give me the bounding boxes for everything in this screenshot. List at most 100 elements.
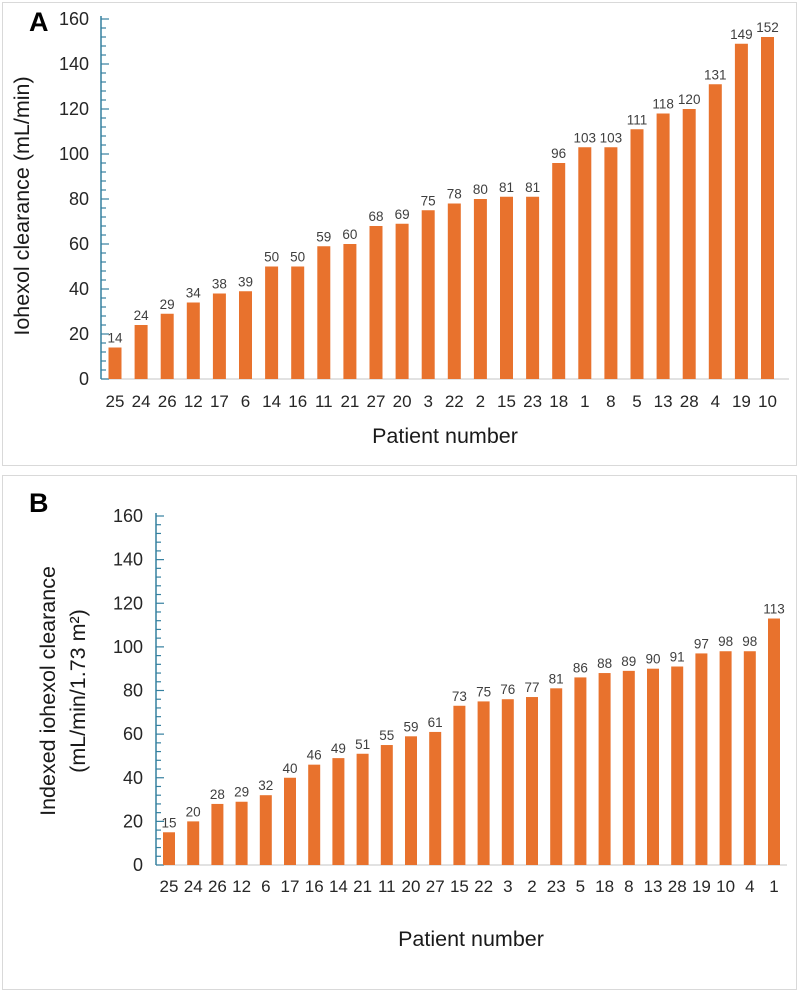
x-tick-label: 1 <box>769 877 778 896</box>
bar-value-label: 50 <box>290 250 305 265</box>
bar-value-label: 50 <box>264 250 279 265</box>
bar-value-label: 103 <box>574 130 597 145</box>
bar-value-label: 38 <box>212 277 227 292</box>
x-tick-label: 3 <box>423 392 432 411</box>
bar <box>343 244 357 379</box>
bar <box>574 677 587 865</box>
bar <box>160 313 174 379</box>
bar <box>284 777 296 865</box>
bar-value-label: 118 <box>652 97 674 112</box>
bar-value-label: 88 <box>597 656 612 671</box>
bar <box>235 801 248 865</box>
x-tick-label: 20 <box>402 877 421 896</box>
bar <box>291 266 305 379</box>
x-tick-label: 18 <box>595 877 614 896</box>
x-tick-label: 17 <box>281 877 300 896</box>
x-tick-label: 21 <box>353 877 372 896</box>
bar <box>473 199 487 379</box>
x-tick-label: 4 <box>745 877 754 896</box>
x-tick-label: 14 <box>262 392 281 411</box>
bar <box>647 668 659 865</box>
bar <box>108 347 122 379</box>
bar-value-label: 60 <box>342 227 357 242</box>
bar <box>477 701 490 865</box>
bar-value-label: 28 <box>210 787 225 802</box>
bar-value-label: 14 <box>107 331 123 346</box>
bar <box>500 196 513 379</box>
bar-value-label: 24 <box>134 308 150 323</box>
bar <box>526 697 538 865</box>
bar-value-label: 40 <box>282 761 297 776</box>
x-tick-label: 5 <box>576 877 585 896</box>
x-tick-label: 15 <box>450 877 469 896</box>
y-tick-label: 100 <box>59 144 89 164</box>
bar-value-label: 39 <box>238 274 253 289</box>
bar <box>395 223 409 379</box>
bar <box>622 670 635 865</box>
panel-a-letter: A <box>29 7 49 37</box>
y-tick-label: 160 <box>59 9 89 29</box>
bar-value-label: 59 <box>403 719 418 734</box>
bar <box>186 302 200 379</box>
panel-a: A Iohexol clearance (mL/min) Patient num… <box>2 2 797 466</box>
bar <box>671 666 684 865</box>
bar <box>656 113 670 379</box>
x-tick-label: 8 <box>624 877 633 896</box>
bar <box>768 618 780 865</box>
y-tick-label: 140 <box>113 550 143 570</box>
x-tick-label: 12 <box>232 877 251 896</box>
x-tick-label: 22 <box>474 877 493 896</box>
bar-value-label: 75 <box>476 684 491 699</box>
plot-area: 0204060801001201401601425242429263412381… <box>59 9 789 411</box>
bar-value-label: 96 <box>551 146 566 161</box>
bar-value-label: 75 <box>421 193 436 208</box>
bar-value-label: 73 <box>452 689 467 704</box>
x-tick-label: 18 <box>549 392 568 411</box>
y-tick-label: 100 <box>113 637 143 657</box>
bar-value-label: 61 <box>428 715 443 730</box>
bar <box>239 291 252 379</box>
x-tick-label: 11 <box>315 392 333 411</box>
x-tick-label: 26 <box>208 877 227 896</box>
bar <box>598 673 611 865</box>
y-tick-label: 160 <box>113 506 143 526</box>
panel-b: B Indexed iohexol clearance (mL/min/1.73… <box>2 475 797 990</box>
bar <box>369 226 383 379</box>
bar <box>695 653 708 865</box>
x-tick-label: 23 <box>547 877 566 896</box>
x-tick-label: 2 <box>476 392 485 411</box>
bar-value-label: 86 <box>573 660 588 675</box>
bar <box>604 147 618 379</box>
bar <box>308 764 321 865</box>
bar-value-label: 68 <box>368 209 383 224</box>
y-tick-label: 120 <box>59 99 89 119</box>
bar-value-label: 131 <box>704 67 727 82</box>
x-tick-label: 6 <box>261 877 270 896</box>
bar-value-label: 91 <box>670 650 685 665</box>
x-tick-label: 15 <box>497 392 516 411</box>
x-tick-label: 28 <box>668 877 687 896</box>
bar-value-label: 59 <box>316 229 331 244</box>
bar <box>212 293 226 379</box>
x-tick-label: 19 <box>732 392 751 411</box>
y-tick-label: 80 <box>123 681 143 701</box>
bar-value-label: 46 <box>307 748 322 763</box>
y-tick-label: 60 <box>123 724 143 744</box>
x-tick-label: 3 <box>503 877 512 896</box>
chart-a-x-axis-title: Patient number <box>372 424 518 448</box>
x-tick-label: 23 <box>523 392 542 411</box>
x-tick-label: 2 <box>527 877 536 896</box>
y-tick-label: 0 <box>133 855 143 875</box>
x-tick-label: 4 <box>711 392 720 411</box>
x-tick-label: 25 <box>160 877 179 896</box>
chart-b-x-axis-title: Patient number <box>398 927 544 951</box>
x-tick-label: 24 <box>184 877 203 896</box>
bar <box>265 266 279 379</box>
x-tick-label: 6 <box>241 392 250 411</box>
bar-value-label: 78 <box>447 187 462 202</box>
bar <box>453 705 466 865</box>
bar-chart-a: Iohexol clearance (mL/min) Patient numbe… <box>10 9 789 448</box>
bar-value-label: 29 <box>160 297 175 312</box>
x-tick-label: 16 <box>288 392 307 411</box>
